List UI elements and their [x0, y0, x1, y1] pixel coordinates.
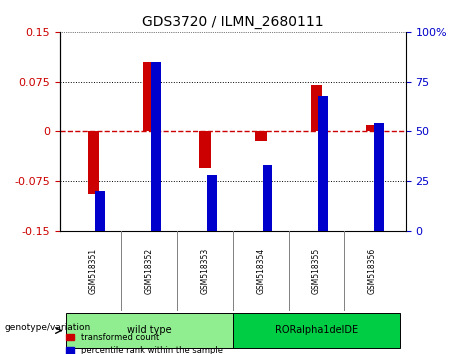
Bar — [263, 165, 272, 231]
Text: GSM518352: GSM518352 — [145, 248, 154, 294]
Bar — [207, 175, 217, 231]
Bar — [143, 62, 155, 131]
Bar — [151, 62, 161, 231]
Text: GSM518356: GSM518356 — [368, 248, 377, 294]
Bar — [319, 96, 328, 231]
Text: RORalpha1delDE: RORalpha1delDE — [275, 325, 358, 335]
Text: GSM518351: GSM518351 — [89, 248, 98, 294]
FancyBboxPatch shape — [65, 313, 233, 348]
Text: GSM518354: GSM518354 — [256, 248, 265, 294]
Text: wild type: wild type — [127, 325, 171, 335]
Bar — [255, 131, 266, 141]
Text: GSM518353: GSM518353 — [201, 248, 209, 294]
Bar — [199, 131, 211, 168]
Text: genotype/variation: genotype/variation — [5, 323, 91, 332]
Bar — [88, 131, 99, 194]
Text: GSM518355: GSM518355 — [312, 248, 321, 294]
Bar — [95, 191, 105, 231]
FancyBboxPatch shape — [233, 313, 400, 348]
Bar — [311, 85, 322, 131]
Bar — [374, 124, 384, 231]
Legend: transformed count, percentile rank within the sample: transformed count, percentile rank withi… — [64, 331, 225, 354]
Bar — [366, 125, 378, 131]
Title: GDS3720 / ILMN_2680111: GDS3720 / ILMN_2680111 — [142, 16, 324, 29]
